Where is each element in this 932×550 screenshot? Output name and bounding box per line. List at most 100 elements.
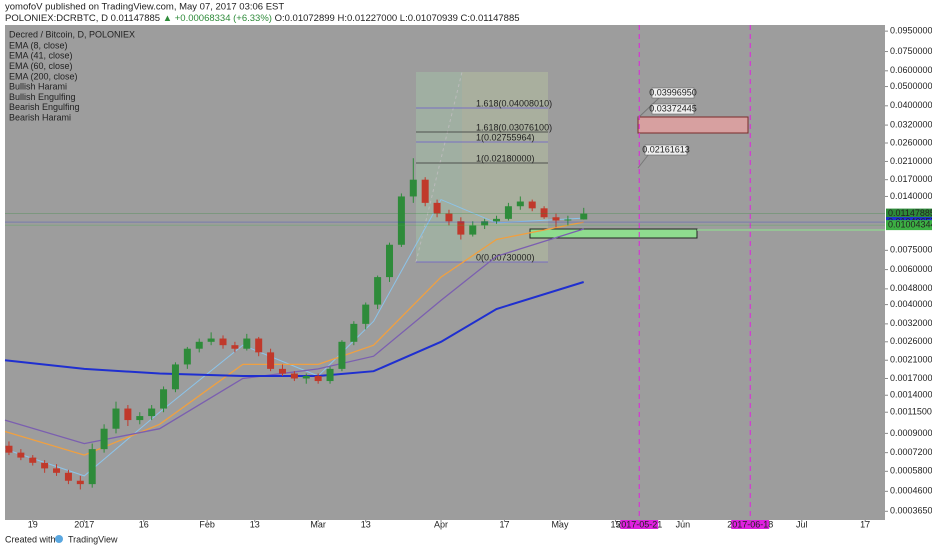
candle-body [386,244,394,278]
candle-body [397,196,405,245]
x-tick-label: 19 [28,519,38,529]
candle-body [338,341,346,369]
candle-body [243,338,251,349]
legend-study: Bullish Harami [9,82,67,92]
candle-body [421,179,429,203]
candle-body [219,338,227,346]
last: 0.01147885 [111,13,161,24]
price-tag [886,208,932,219]
candle-body [29,457,37,463]
x-tick-label: 13 [250,519,260,529]
legend-study: Bearish Engulfing [9,102,80,112]
candle-body [350,323,358,342]
footer-brand: TradingView [68,534,118,544]
candle-body [41,462,49,469]
candle-body [314,375,322,382]
candle-body [136,416,144,421]
x-tick-label: 13 [361,519,371,529]
publisher: yomofoV published on TradingView.com, Ma… [5,2,284,13]
candle-body [64,472,72,481]
candle-body [100,428,108,450]
candle-body [160,389,168,409]
support-extension [697,229,885,231]
x-tick-label: Apr [434,519,448,529]
legend-entry: EMA (60, close) [9,61,73,71]
candle-body [231,345,239,349]
symbol: POLONIEX:DCRBTC, D [5,13,108,24]
candle-body [409,179,417,197]
fib-label: 1(0.02755964) [476,132,535,142]
x-tick-label: May [551,519,569,529]
price-axis [885,25,932,520]
candle-body [278,368,286,374]
candle-body [124,408,132,421]
candle-body [207,338,215,342]
candle-body [540,208,548,218]
legend-study: Bullish Engulfing [9,92,76,102]
callout-box [644,144,688,156]
ema-line [4,221,584,456]
candle-body [552,217,560,221]
plot-area [5,25,885,520]
x-tick-label: 15 [610,519,620,529]
x-tick-label: Mar [310,519,326,529]
target-box [637,116,749,134]
candle-body [195,341,203,349]
fib-label: 1.618(0.03076100) [476,122,552,132]
x-tick-label: Jun [676,519,691,529]
logo [55,535,63,543]
candle-body [326,368,334,382]
x-tick-label: 2017 [74,519,94,529]
candle-body [112,408,120,429]
x-tick-label: Jul [796,519,808,529]
footer-created: Created with [5,534,56,544]
candle-body [564,219,572,221]
callout-label: 0.03372445 [649,103,697,113]
candle-body [457,221,465,235]
candle-body [362,304,370,324]
chart-title: Decred / Bitcoin, D, POLONIEX [9,29,135,39]
candle-body [528,201,536,209]
candle-body [433,202,441,214]
fib-label: 0(0.00730000) [476,252,535,262]
callout-line [637,96,661,119]
candle-body [504,206,512,219]
callout-label: 0.03996950 [649,87,697,97]
x-tick-label: 2017-06-18 [727,519,773,529]
candle-body [17,452,25,458]
change: ▲ +0.00068334 (+6.33%) [163,13,272,24]
x-tick-highlight [620,520,659,529]
candle-body [171,364,179,390]
ema-line [4,228,584,445]
fib-label: 1.618(0.04008010) [476,98,552,108]
candle-body [53,468,61,473]
candle-body [76,480,84,485]
ohlc: O:0.01072899 H:0.01227000 L:0.01070939 C… [275,13,520,24]
price-tag-label: 0.01147885 [888,208,932,218]
price-tag-label: 0.01004344 [888,219,932,229]
callout-box [651,87,695,99]
x-tick-label: Feb [199,519,215,529]
support-box [529,228,698,239]
price-tag [886,220,932,231]
x-tick-highlight [731,520,770,529]
symbol-line: POLONIEX:DCRBTC, D 0.01147885 ▲ +0.00068… [5,13,520,24]
candle-body [580,213,588,220]
candle-body [302,375,310,379]
